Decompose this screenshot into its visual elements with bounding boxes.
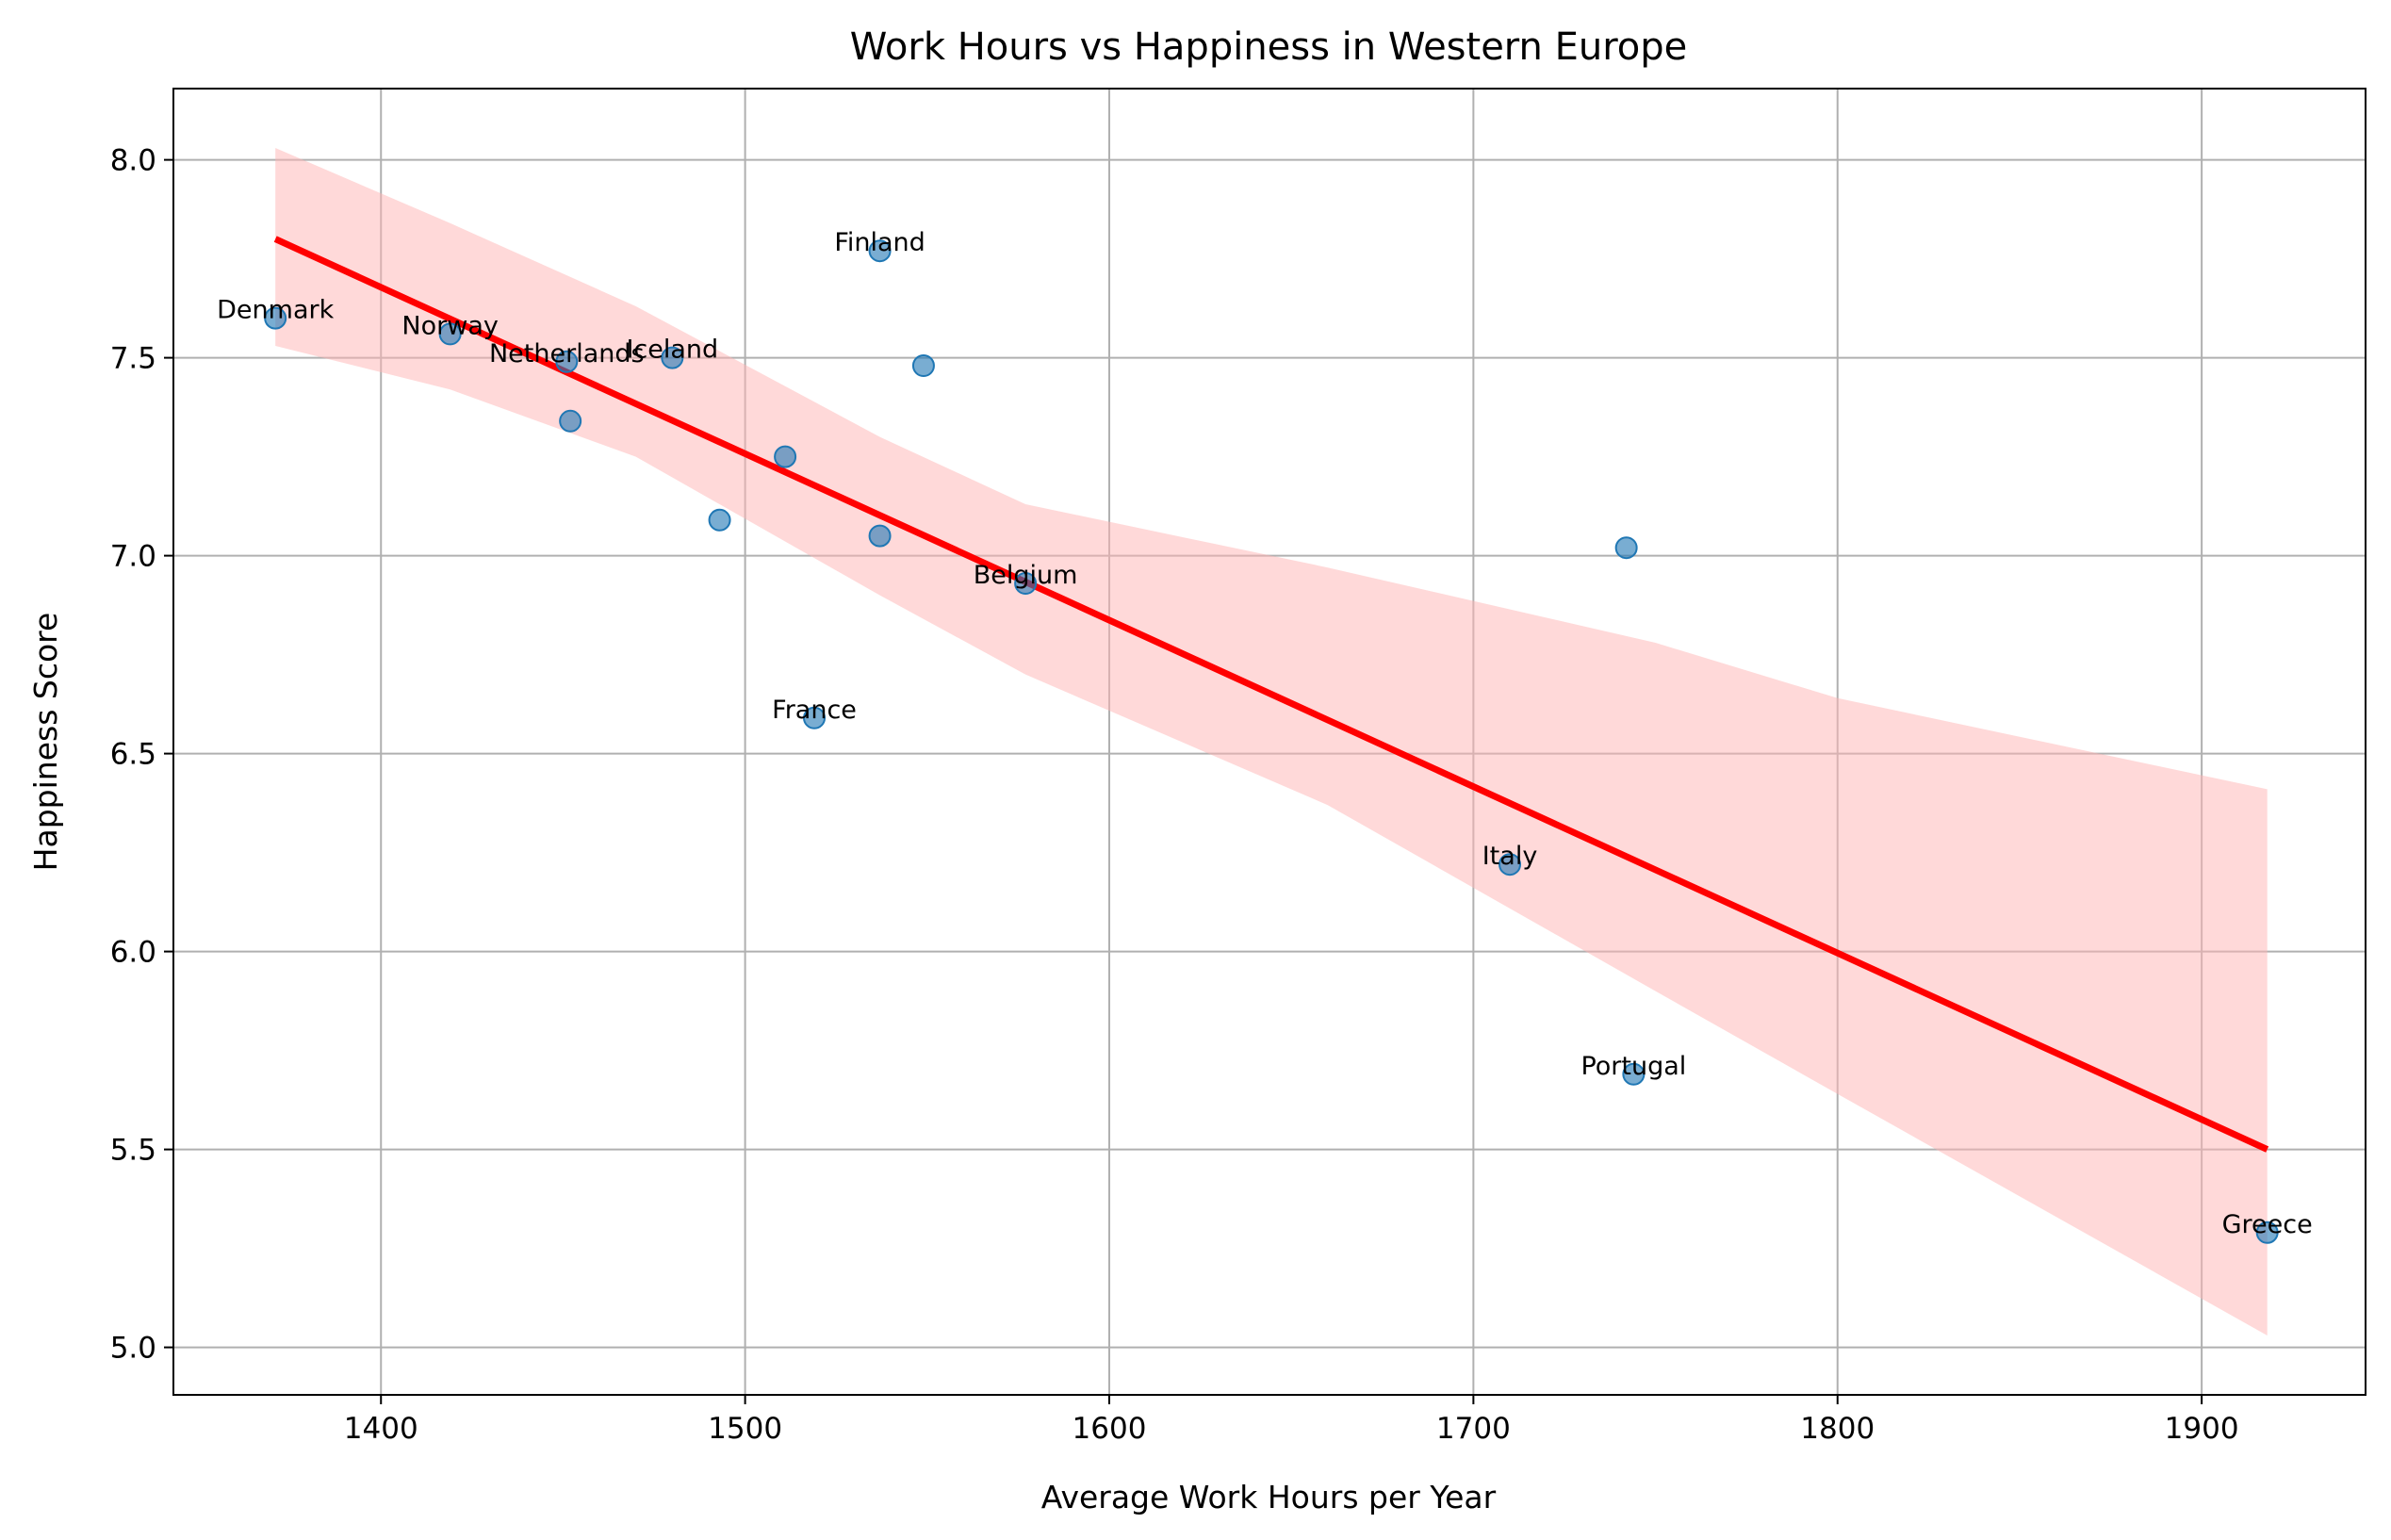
data-point: [803, 706, 827, 729]
regression-line: [273, 236, 2269, 1153]
x-tick-label: 1500: [708, 1412, 782, 1446]
data-point-layer: [264, 239, 2279, 1244]
data-point: [911, 354, 935, 377]
point-label: Greece: [2222, 1210, 2313, 1239]
confidence-band: [275, 148, 2268, 1335]
x-tick-label: 1600: [1073, 1412, 1147, 1446]
point-label: Belgium: [974, 561, 1078, 590]
data-point: [555, 350, 579, 373]
data-point: [438, 322, 462, 346]
y-axis-label: Happiness Score: [27, 613, 64, 872]
y-tick-label: 7.5: [110, 342, 156, 376]
point-label: Netherlands: [489, 339, 645, 369]
data-point: [1014, 572, 1038, 595]
confidence-band-layer: [275, 148, 2268, 1335]
point-label: Italy: [1482, 842, 1538, 871]
data-point: [708, 508, 731, 532]
chart-title: Work Hours vs Happiness in Western Europ…: [850, 25, 1688, 69]
plot-frame: [172, 88, 2366, 1396]
data-point: [868, 239, 892, 263]
x-tick-label: 1400: [344, 1412, 418, 1446]
regression-line-layer: [273, 236, 2269, 1153]
point-label: Iceland: [626, 336, 718, 365]
point-label: France: [772, 696, 857, 725]
tick-layer: 1400 1500 1600 1700 1800 1900 5.0 5.5 6.0 6.5 7.0 7…: [110, 144, 2239, 1446]
x-tick-label: 1900: [2165, 1412, 2239, 1446]
data-point: [559, 409, 582, 433]
x-axis-label: Average Work Hours per Year: [1041, 1479, 1497, 1515]
data-point: [1614, 536, 1638, 560]
data-point: [264, 306, 287, 330]
y-tick-label: 5.0: [110, 1332, 156, 1366]
x-tick-label: 1800: [1800, 1412, 1875, 1446]
data-point: [661, 346, 684, 369]
data-point: [774, 445, 797, 468]
y-tick-label: 6.5: [110, 738, 156, 772]
y-tick-label: 8.0: [110, 144, 156, 178]
point-label: Denmark: [217, 296, 334, 325]
data-point: [2255, 1221, 2279, 1244]
data-point: [1622, 1062, 1646, 1086]
data-point: [868, 524, 892, 548]
y-tick-label: 5.5: [110, 1134, 156, 1168]
y-tick-label: 7.0: [110, 540, 156, 574]
point-label: Finland: [834, 228, 925, 257]
point-label: Norway: [401, 311, 498, 340]
data-point: [1498, 853, 1522, 876]
y-tick-label: 6.0: [110, 936, 156, 970]
point-label: Portugal: [1580, 1052, 1686, 1081]
x-tick-label: 1700: [1436, 1412, 1511, 1446]
